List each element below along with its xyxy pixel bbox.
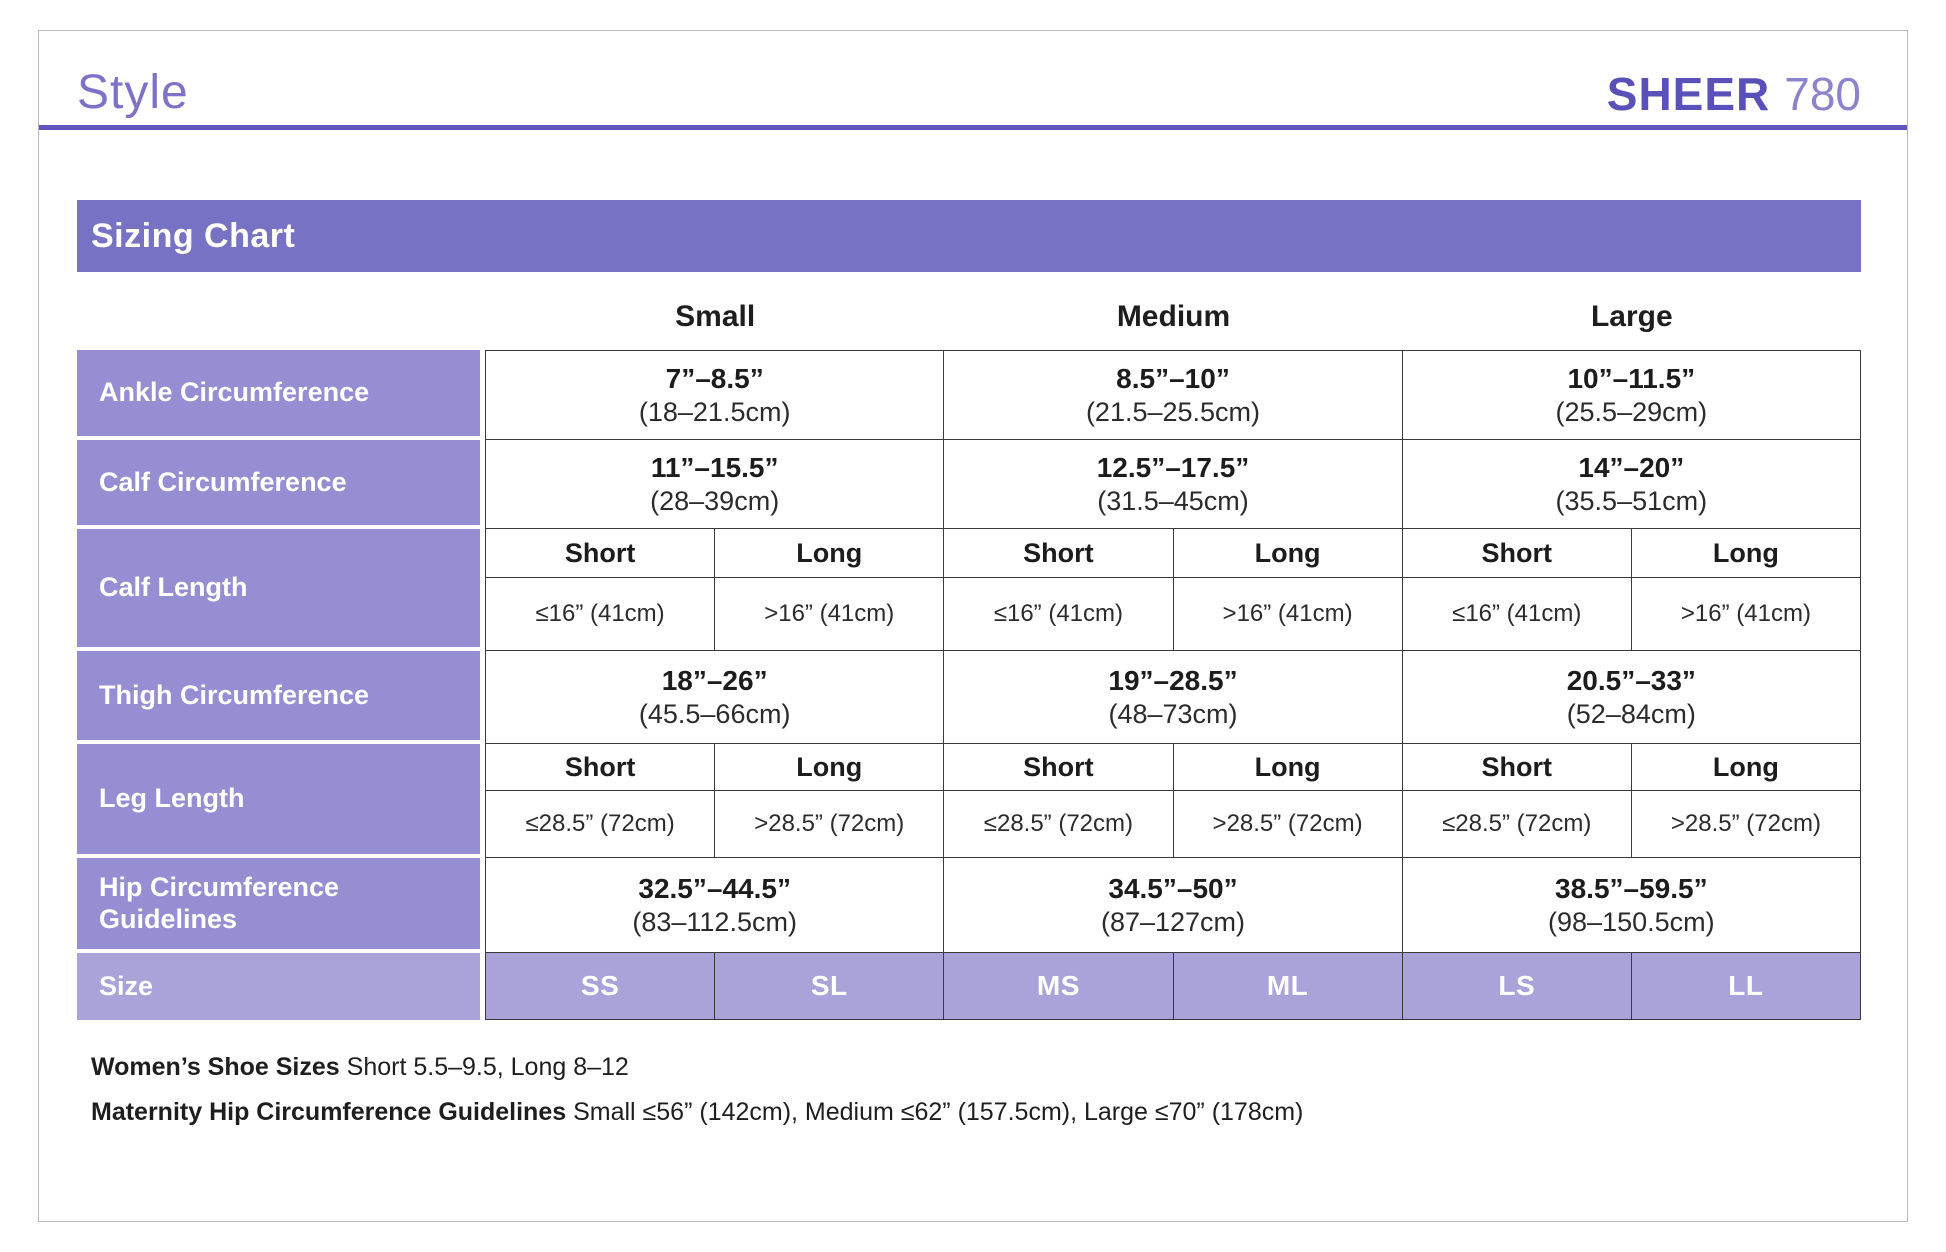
subheader-long: Long: [715, 529, 944, 577]
page-header: Style SHEER 780: [39, 31, 1907, 125]
subheader-long: Long: [1173, 529, 1402, 577]
table-cell-thigh-small: 18”–26” (45.5–66cm): [486, 651, 944, 743]
subheader-short: Short: [944, 529, 1173, 577]
table-cell-thigh-large: 20.5”–33” (52–84cm): [1402, 651, 1860, 743]
size-header-row: Small Medium Large: [77, 272, 1861, 350]
value-cm: (21.5–25.5cm): [1085, 396, 1261, 427]
table-cell-ankle-medium: 8.5”–10” (21.5–25.5cm): [944, 351, 1402, 439]
value-cm: (28–39cm): [650, 485, 780, 516]
table-cell-leg-length-medium-short: ≤28.5” (72cm): [944, 791, 1173, 857]
table-cell-thigh-medium: 19”–28.5” (48–73cm): [944, 651, 1402, 743]
table-cell-calf-circ-medium: 12.5”–17.5” (31.5–45cm): [944, 440, 1402, 528]
brand-lockup: SHEER 780: [1607, 71, 1861, 117]
table-cell-hip-small: 32.5”–44.5” (83–112.5cm): [486, 858, 944, 952]
subheader-long: Long: [1173, 744, 1402, 790]
table-cell-leg-length-small-long: >28.5” (72cm): [715, 791, 944, 857]
subheader-short: Short: [486, 744, 715, 790]
note-text: Small ≤56” (142cm), Medium ≤62” (157.5cm…: [573, 1098, 1304, 1127]
note-text: Short 5.5–9.5, Long 8–12: [346, 1053, 629, 1081]
value-inches: 32.5”–44.5”: [638, 872, 791, 904]
table-cell-calf-length-large-long: >16” (41cm): [1631, 578, 1860, 650]
note-shoe-sizes: Women’s Shoe Sizes Short 5.5–9.5, Long 8…: [91, 1052, 1861, 1083]
table-cell-leg-length-small-short: ≤28.5” (72cm): [486, 791, 715, 857]
table-cell-calf-circ-small: 11”–15.5” (28–39cm): [486, 440, 944, 528]
value-cm: (87–127cm): [1100, 906, 1246, 937]
table-cell-calf-circ-large: 14”–20” (35.5–51cm): [1402, 440, 1860, 528]
value-cm: (52–84cm): [1566, 698, 1696, 729]
subheader-short: Short: [486, 529, 715, 577]
value-cm: (98–150.5cm): [1548, 906, 1715, 937]
row-label-leg-length: Leg Length: [77, 744, 480, 858]
size-code-sl: SL: [715, 953, 944, 1019]
value-inches: 19”–28.5”: [1108, 664, 1238, 696]
size-code-ls: LS: [1402, 953, 1631, 1019]
table-cell-hip-large: 38.5”–59.5” (98–150.5cm): [1402, 858, 1860, 952]
value-inches: 14”–20”: [1578, 451, 1685, 483]
table-cell-calf-length-small-long: >16” (41cm): [715, 578, 944, 650]
value-cm: (18–21.5cm): [638, 396, 791, 427]
sizing-table: Ankle Circumference Calf Circumference C…: [77, 350, 1861, 1020]
value-inches: 38.5”–59.5”: [1555, 872, 1708, 904]
size-code-ss: SS: [486, 953, 715, 1019]
table-cell-hip-medium: 34.5”–50” (87–127cm): [944, 858, 1402, 952]
row-label-thigh-circumference: Thigh Circumference: [77, 651, 480, 744]
subheader-short: Short: [1402, 529, 1631, 577]
data-grid: 7”–8.5” (18–21.5cm) 8.5”–10” (21.5–25.5c…: [485, 350, 1861, 1020]
value-inches: 12.5”–17.5”: [1096, 451, 1250, 483]
page-title: Style: [77, 66, 189, 119]
value-cm: (48–73cm): [1108, 698, 1238, 729]
subheader-short: Short: [1402, 744, 1631, 790]
size-header-medium: Medium: [1116, 300, 1231, 333]
sizing-chart-title-bar: Sizing Chart: [77, 200, 1861, 272]
value-cm: (35.5–51cm): [1555, 485, 1708, 516]
subheader-long: Long: [1631, 744, 1860, 790]
row-label-size: Size: [77, 953, 480, 1020]
subheader-long: Long: [715, 744, 944, 790]
sizing-chart-title: Sizing Chart: [91, 216, 296, 255]
size-header-small: Small: [675, 300, 756, 333]
header-divider: [39, 125, 1907, 130]
size-code-ll: LL: [1631, 953, 1860, 1019]
row-label-hip-circumference: Hip Circumference Guidelines: [77, 858, 480, 953]
row-label-column: Ankle Circumference Calf Circumference C…: [77, 350, 485, 1020]
note-maternity-hip: Maternity Hip Circumference Guidelines S…: [91, 1097, 1861, 1128]
value-inches: 7”–8.5”: [665, 362, 764, 394]
brand-model-number: 780: [1784, 68, 1861, 120]
value-inches: 11”–15.5”: [650, 451, 779, 483]
table-cell-ankle-small: 7”–8.5” (18–21.5cm): [486, 351, 944, 439]
size-code-ml: ML: [1173, 953, 1402, 1019]
table-cell-leg-length-medium-long: >28.5” (72cm): [1173, 791, 1402, 857]
footnotes: Women’s Shoe Sizes Short 5.5–9.5, Long 8…: [77, 1052, 1861, 1129]
row-label-calf-circumference: Calf Circumference: [77, 440, 480, 529]
table-cell-calf-length-small-short: ≤16” (41cm): [486, 578, 715, 650]
row-label-calf-length: Calf Length: [77, 529, 480, 651]
subheader-short: Short: [944, 744, 1173, 790]
value-inches: 10”–11.5”: [1567, 362, 1696, 394]
table-cell-leg-length-large-long: >28.5” (72cm): [1631, 791, 1860, 857]
page-card: Style SHEER 780 Sizing Chart Small Mediu…: [38, 30, 1908, 1222]
table-cell-calf-length-large-short: ≤16” (41cm): [1402, 578, 1631, 650]
table-cell-calf-length-medium-short: ≤16” (41cm): [944, 578, 1173, 650]
size-code-ms: MS: [944, 953, 1173, 1019]
brand-name: SHEER: [1606, 68, 1771, 120]
table-cell-ankle-large: 10”–11.5” (25.5–29cm): [1402, 351, 1860, 439]
row-label-ankle-circumference: Ankle Circumference: [77, 350, 480, 440]
value-inches: 20.5”–33”: [1566, 664, 1696, 696]
value-inches: 8.5”–10”: [1116, 362, 1230, 394]
table-cell-calf-length-medium-long: >16” (41cm): [1173, 578, 1402, 650]
note-label: Women’s Shoe Sizes: [91, 1053, 340, 1081]
note-label: Maternity Hip Circumference Guidelines: [91, 1098, 567, 1127]
value-cm: (83–112.5cm): [632, 906, 797, 937]
value-inches: 34.5”–50”: [1108, 872, 1238, 904]
value-cm: (25.5–29cm): [1555, 396, 1708, 427]
value-cm: (45.5–66cm): [638, 698, 791, 729]
value-cm: (31.5–45cm): [1097, 485, 1249, 516]
table-cell-leg-length-large-short: ≤28.5” (72cm): [1402, 791, 1631, 857]
subheader-long: Long: [1631, 529, 1860, 577]
size-header-large: Large: [1590, 300, 1673, 333]
value-inches: 18”–26”: [661, 664, 768, 696]
